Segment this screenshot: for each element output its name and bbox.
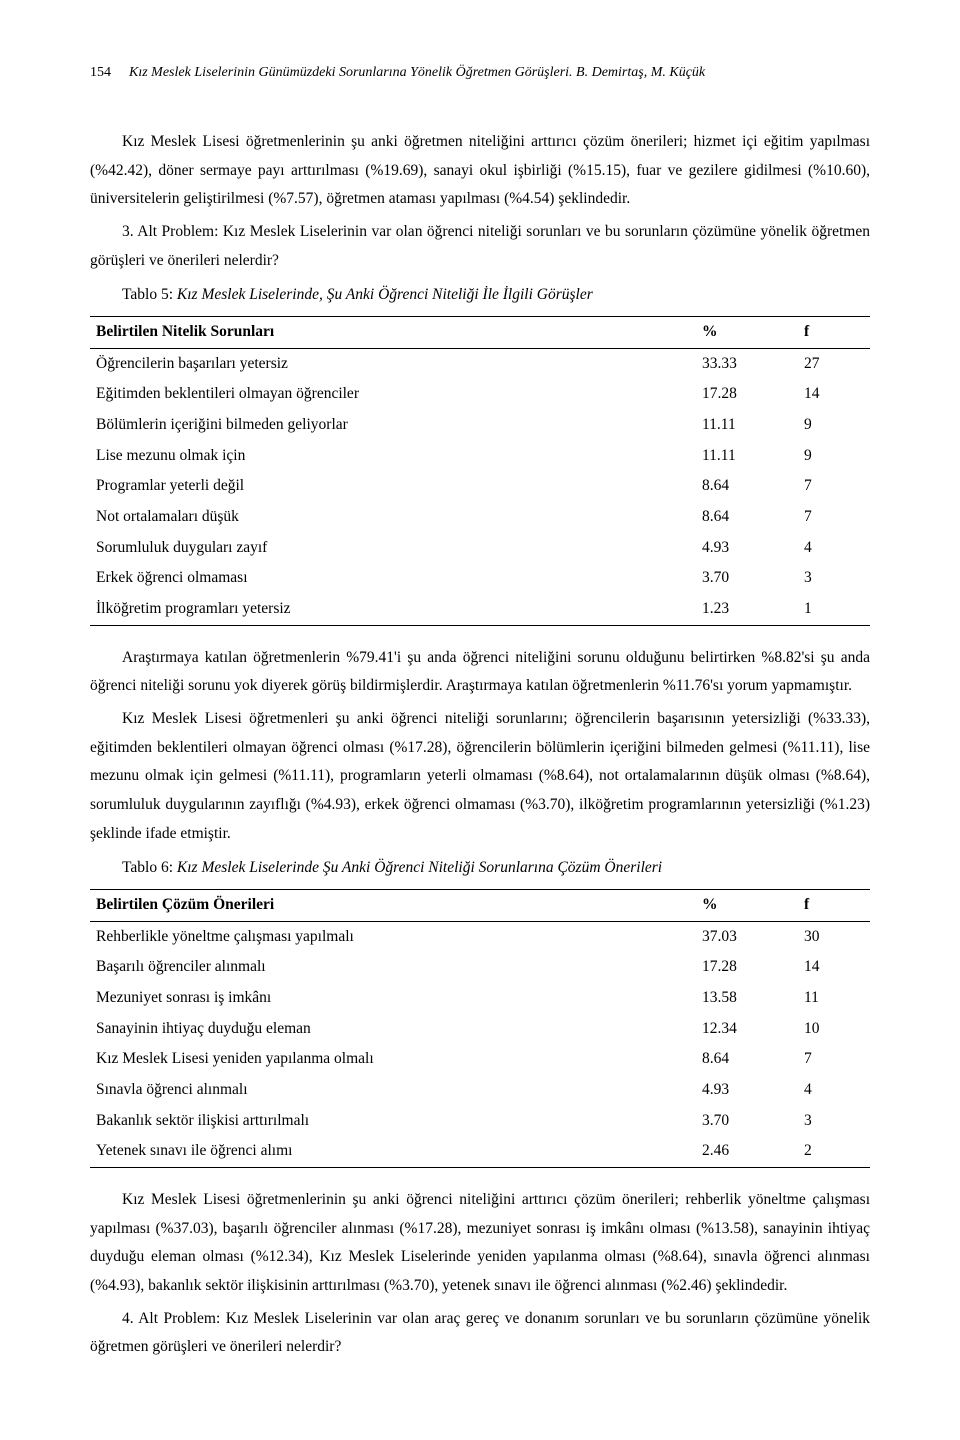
row-percent: 11.11 bbox=[696, 441, 798, 472]
row-frequency: 3 bbox=[798, 1106, 870, 1137]
row-label: Öğrencilerin başarıları yetersiz bbox=[90, 348, 696, 379]
row-percent: 4.93 bbox=[696, 533, 798, 564]
table-row: Erkek öğrenci olmaması3.703 bbox=[90, 563, 870, 594]
row-percent: 8.64 bbox=[696, 1044, 798, 1075]
row-frequency: 14 bbox=[798, 379, 870, 410]
row-label: Sanayinin ihtiyaç duyduğu eleman bbox=[90, 1014, 696, 1045]
row-label: Erkek öğrenci olmaması bbox=[90, 563, 696, 594]
row-label: Yetenek sınavı ile öğrenci alımı bbox=[90, 1136, 696, 1167]
row-label: Mezuniyet sonrası iş imkânı bbox=[90, 983, 696, 1014]
table-row: Yetenek sınavı ile öğrenci alımı2.462 bbox=[90, 1136, 870, 1167]
page-header: 154 Kız Meslek Liselerinin Günümüzdeki S… bbox=[90, 60, 870, 86]
row-percent: 17.28 bbox=[696, 952, 798, 983]
row-frequency: 7 bbox=[798, 502, 870, 533]
row-percent: 4.93 bbox=[696, 1075, 798, 1106]
row-percent: 8.64 bbox=[696, 471, 798, 502]
row-frequency: 3 bbox=[798, 563, 870, 594]
table-5-header-problems: Belirtilen Nitelik Sorunları bbox=[90, 316, 696, 348]
table-5-header-frequency: f bbox=[798, 316, 870, 348]
row-frequency: 4 bbox=[798, 533, 870, 564]
row-frequency: 1 bbox=[798, 594, 870, 625]
table-row: Not ortalamaları düşük8.647 bbox=[90, 502, 870, 533]
row-frequency: 9 bbox=[798, 441, 870, 472]
row-label: Bölümlerin içeriğini bilmeden geliyorlar bbox=[90, 410, 696, 441]
row-percent: 13.58 bbox=[696, 983, 798, 1014]
row-frequency: 10 bbox=[798, 1014, 870, 1045]
row-label: Sınavla öğrenci alınmalı bbox=[90, 1075, 696, 1106]
table-row: Bölümlerin içeriğini bilmeden geliyorlar… bbox=[90, 410, 870, 441]
paragraph-5: Kız Meslek Lisesi öğretmenlerinin şu ank… bbox=[90, 1186, 870, 1301]
table-6-label: Tablo 6: bbox=[122, 859, 173, 876]
table-5-body: Öğrencilerin başarıları yetersiz33.3327E… bbox=[90, 348, 870, 625]
paragraph-2: 3. Alt Problem: Kız Meslek Liselerinin v… bbox=[90, 218, 870, 275]
table-5-title: Kız Meslek Liselerinde, Şu Anki Öğrenci … bbox=[177, 286, 593, 303]
table-row: Bakanlık sektör ilişkisi arttırılmalı3.7… bbox=[90, 1106, 870, 1137]
table-6-body: Rehberlikle yöneltme çalışması yapılmalı… bbox=[90, 921, 870, 1167]
row-label: Bakanlık sektör ilişkisi arttırılmalı bbox=[90, 1106, 696, 1137]
row-label: Not ortalamaları düşük bbox=[90, 502, 696, 533]
table-5: Belirtilen Nitelik Sorunları % f Öğrenci… bbox=[90, 316, 870, 626]
table-row: İlköğretim programları yetersiz1.231 bbox=[90, 594, 870, 625]
paragraph-6: 4. Alt Problem: Kız Meslek Liselerinin v… bbox=[90, 1305, 870, 1362]
table-row: Lise mezunu olmak için11.119 bbox=[90, 441, 870, 472]
row-percent: 1.23 bbox=[696, 594, 798, 625]
row-label: Başarılı öğrenciler alınmalı bbox=[90, 952, 696, 983]
table-row: Programlar yeterli değil8.647 bbox=[90, 471, 870, 502]
row-frequency: 4 bbox=[798, 1075, 870, 1106]
row-percent: 12.34 bbox=[696, 1014, 798, 1045]
row-percent: 33.33 bbox=[696, 348, 798, 379]
table-row: Öğrencilerin başarıları yetersiz33.3327 bbox=[90, 348, 870, 379]
table-6-header-percent: % bbox=[696, 890, 798, 922]
row-percent: 37.03 bbox=[696, 921, 798, 952]
row-percent: 17.28 bbox=[696, 379, 798, 410]
row-percent: 2.46 bbox=[696, 1136, 798, 1167]
row-label: Lise mezunu olmak için bbox=[90, 441, 696, 472]
paragraph-3: Araştırmaya katılan öğretmenlerin %79.41… bbox=[90, 644, 870, 701]
row-label: Kız Meslek Lisesi yeniden yapılanma olma… bbox=[90, 1044, 696, 1075]
row-frequency: 7 bbox=[798, 471, 870, 502]
row-frequency: 11 bbox=[798, 983, 870, 1014]
table-row: Eğitimden beklentileri olmayan öğrencile… bbox=[90, 379, 870, 410]
table-6-header-frequency: f bbox=[798, 890, 870, 922]
table-row: Kız Meslek Lisesi yeniden yapılanma olma… bbox=[90, 1044, 870, 1075]
paragraph-4: Kız Meslek Lisesi öğretmenleri şu anki ö… bbox=[90, 705, 870, 848]
table-6: Belirtilen Çözüm Önerileri % f Rehberlik… bbox=[90, 889, 870, 1168]
row-percent: 8.64 bbox=[696, 502, 798, 533]
table-5-label: Tablo 5: bbox=[122, 286, 173, 303]
paragraph-1: Kız Meslek Lisesi öğretmenlerinin şu ank… bbox=[90, 128, 870, 214]
row-label: İlköğretim programları yetersiz bbox=[90, 594, 696, 625]
row-frequency: 7 bbox=[798, 1044, 870, 1075]
page-number: 154 bbox=[90, 60, 111, 86]
row-percent: 3.70 bbox=[696, 563, 798, 594]
row-label: Rehberlikle yöneltme çalışması yapılmalı bbox=[90, 921, 696, 952]
table-row: Sanayinin ihtiyaç duyduğu eleman12.3410 bbox=[90, 1014, 870, 1045]
table-5-caption: Tablo 5: Kız Meslek Liselerinde, Şu Anki… bbox=[90, 281, 870, 310]
row-frequency: 14 bbox=[798, 952, 870, 983]
table-6-title: Kız Meslek Liselerinde Şu Anki Öğrenci N… bbox=[177, 859, 662, 876]
row-frequency: 9 bbox=[798, 410, 870, 441]
row-label: Programlar yeterli değil bbox=[90, 471, 696, 502]
table-row: Mezuniyet sonrası iş imkânı13.5811 bbox=[90, 983, 870, 1014]
row-percent: 3.70 bbox=[696, 1106, 798, 1137]
table-5-header-percent: % bbox=[696, 316, 798, 348]
running-title: Kız Meslek Liselerinin Günümüzdeki Sorun… bbox=[129, 60, 705, 86]
row-label: Eğitimden beklentileri olmayan öğrencile… bbox=[90, 379, 696, 410]
row-label: Sorumluluk duyguları zayıf bbox=[90, 533, 696, 564]
row-frequency: 27 bbox=[798, 348, 870, 379]
table-6-header-solutions: Belirtilen Çözüm Önerileri bbox=[90, 890, 696, 922]
row-frequency: 30 bbox=[798, 921, 870, 952]
table-row: Sınavla öğrenci alınmalı4.934 bbox=[90, 1075, 870, 1106]
table-row: Rehberlikle yöneltme çalışması yapılmalı… bbox=[90, 921, 870, 952]
table-row: Sorumluluk duyguları zayıf4.934 bbox=[90, 533, 870, 564]
table-row: Başarılı öğrenciler alınmalı17.2814 bbox=[90, 952, 870, 983]
table-6-caption: Tablo 6: Kız Meslek Liselerinde Şu Anki … bbox=[90, 854, 870, 883]
row-percent: 11.11 bbox=[696, 410, 798, 441]
row-frequency: 2 bbox=[798, 1136, 870, 1167]
